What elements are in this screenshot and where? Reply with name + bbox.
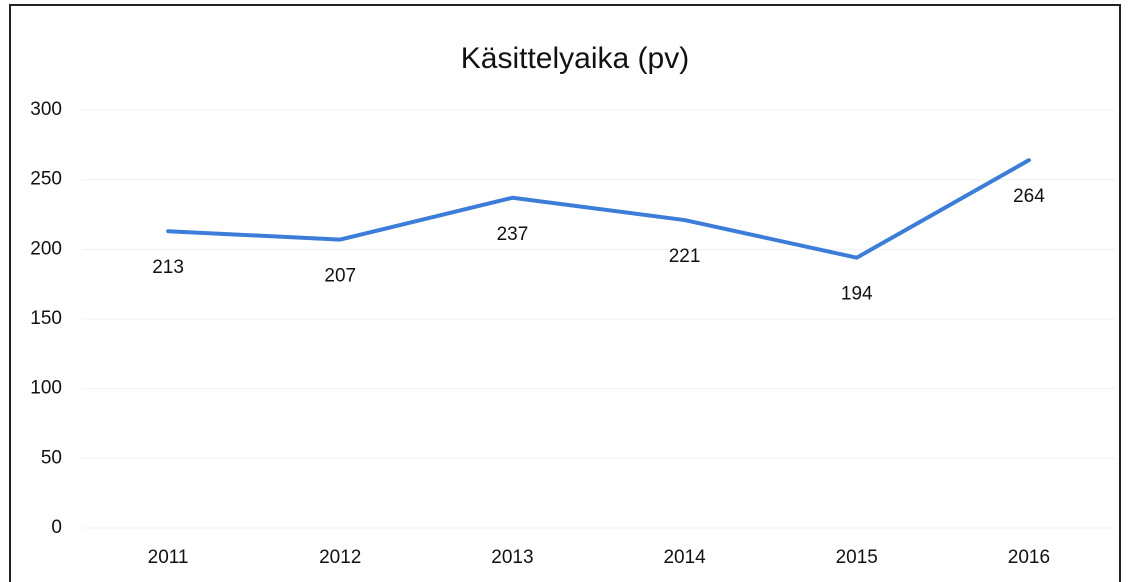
data-label: 264: [1013, 186, 1045, 207]
data-label: 207: [324, 266, 356, 287]
x-tick-label: 2013: [491, 547, 533, 568]
y-tick-label: 300: [30, 99, 62, 120]
chart-border: [9, 4, 1121, 582]
y-tick-label: 250: [30, 169, 62, 190]
x-tick-label: 2015: [836, 547, 878, 568]
y-tick-label: 200: [30, 238, 62, 259]
x-tick-label: 2012: [319, 547, 361, 568]
y-tick-label: 0: [51, 517, 62, 538]
x-tick-label: 2016: [1008, 547, 1050, 568]
y-tick-label: 100: [30, 378, 62, 399]
y-tick-label: 50: [41, 447, 62, 468]
chart-title: Käsittelyaika (pv): [461, 42, 689, 75]
data-label: 194: [841, 284, 873, 305]
data-label: 237: [497, 224, 529, 245]
y-tick-label: 150: [30, 308, 62, 329]
data-label: 221: [669, 246, 701, 267]
data-label: 213: [152, 257, 184, 278]
x-tick-label: 2011: [148, 547, 189, 568]
line: [166, 158, 1031, 260]
x-tick-label: 2014: [663, 547, 706, 568]
